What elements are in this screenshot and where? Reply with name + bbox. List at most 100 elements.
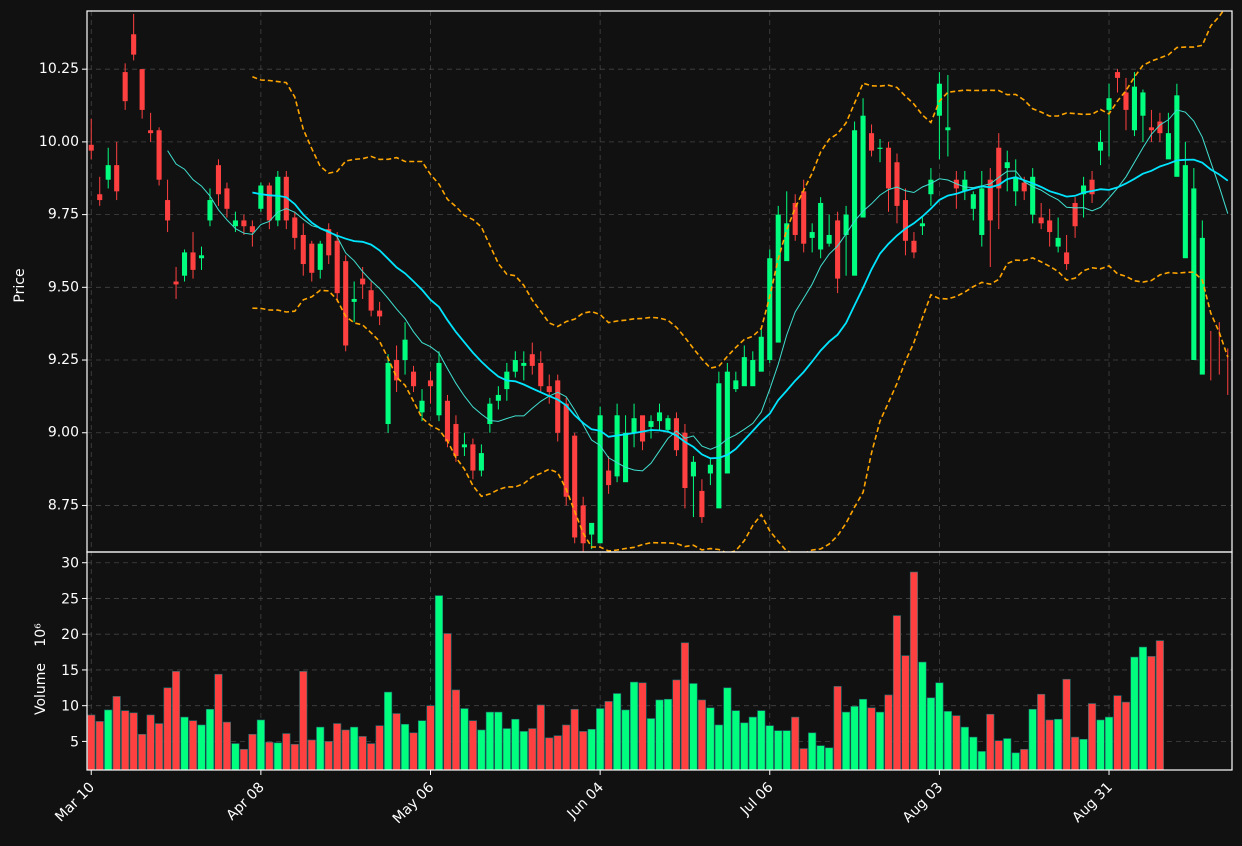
date-tick-label: Aug 03 (900, 780, 946, 826)
candle-body (996, 147, 1002, 189)
candle-body (733, 380, 739, 390)
price-tick-label: 9.50 (48, 279, 79, 295)
candle-body (249, 226, 255, 233)
candle-body (368, 290, 374, 311)
volume-axis-label: Volume (33, 663, 49, 715)
volume-bar (731, 710, 740, 771)
candle-body (478, 453, 484, 471)
volume-bar (1054, 718, 1063, 771)
volume-bar (1138, 646, 1147, 771)
volume-bar (630, 681, 639, 771)
volume-bar (104, 709, 113, 771)
volume-bar (833, 686, 842, 771)
candle-body (775, 214, 781, 343)
candle-body (258, 185, 264, 209)
candle-body (962, 179, 968, 192)
volume-bar (172, 671, 181, 771)
candle-body (215, 165, 222, 195)
volume-bar (621, 709, 630, 771)
volume-bar (935, 682, 944, 771)
volume-bar (434, 595, 444, 771)
candle-body (377, 310, 383, 317)
candle-body (1106, 98, 1112, 110)
candle-body (860, 115, 866, 218)
candle-body (343, 261, 349, 346)
volume-bar (451, 689, 460, 771)
volume-bar (1079, 738, 1088, 771)
candle-body (809, 232, 815, 238)
volume-bar (417, 720, 427, 771)
volume-bar (502, 728, 511, 771)
volume-bar (808, 732, 817, 771)
candle-body (402, 339, 408, 361)
candle-body (512, 360, 518, 372)
volume-bar (765, 725, 774, 771)
volume-bar (613, 693, 622, 771)
volume-bar (655, 699, 664, 771)
volume-bar (460, 708, 469, 771)
candle-body (639, 415, 646, 442)
volume-bar (163, 687, 172, 771)
volume-bar (222, 721, 231, 771)
volume-bar (375, 725, 384, 771)
volume-bar (282, 733, 291, 771)
candle-body (131, 34, 137, 55)
volume-bar (952, 715, 961, 771)
candle-body (656, 412, 663, 422)
volume-bar (129, 712, 138, 771)
candle-body (572, 435, 578, 538)
volume-bar (1113, 695, 1122, 771)
volume-bar (875, 711, 885, 771)
candle-body (1072, 202, 1078, 227)
volume-bar (180, 716, 189, 771)
candle-body (139, 69, 145, 110)
candle-body (300, 234, 306, 265)
volume-bar (1121, 701, 1131, 771)
volume-bar (791, 716, 800, 771)
candle-body (826, 234, 832, 244)
candle-body (852, 130, 858, 276)
candle-body (487, 403, 493, 425)
candle-body (529, 354, 535, 366)
volume-bar (867, 707, 876, 771)
volume-bar (205, 708, 215, 771)
volume-bar (231, 743, 240, 771)
candle-body (614, 415, 620, 477)
candle-body (606, 470, 612, 486)
volume-tick-label: 30 (61, 556, 79, 572)
volume-bar (901, 655, 910, 771)
candle-body (436, 362, 442, 416)
candle-body (945, 127, 951, 131)
volume-bar (579, 731, 588, 771)
price-axis-label: Price (12, 268, 28, 302)
candle-body (623, 432, 629, 483)
candle-body (648, 421, 654, 427)
candle-body (1157, 121, 1163, 134)
candle-body (673, 418, 680, 451)
candle-body (597, 415, 603, 544)
volume-bar (714, 724, 723, 771)
volume-bar (367, 743, 376, 771)
candle-body (1004, 162, 1010, 169)
candle-body (470, 444, 476, 471)
volume-bar (214, 673, 223, 771)
candle-body (334, 240, 340, 294)
candle-body (767, 258, 773, 361)
candle-body (911, 240, 917, 253)
volume-bar (587, 728, 596, 771)
volume-bar (307, 739, 316, 771)
volume-bar (256, 719, 265, 771)
date-tick-label: May 06 (390, 779, 438, 827)
volume-bar (926, 697, 935, 771)
candle-body (682, 432, 688, 489)
candle-body (589, 522, 595, 535)
upper-band-line (252, 11, 1225, 369)
volume-bar (239, 748, 248, 771)
volume-bar (842, 711, 851, 771)
volume-bar (1088, 703, 1097, 771)
candle-body (919, 223, 925, 227)
candle-body (877, 147, 883, 149)
candle-body (902, 200, 909, 241)
candle-body (241, 220, 247, 227)
candle-body (190, 252, 196, 270)
